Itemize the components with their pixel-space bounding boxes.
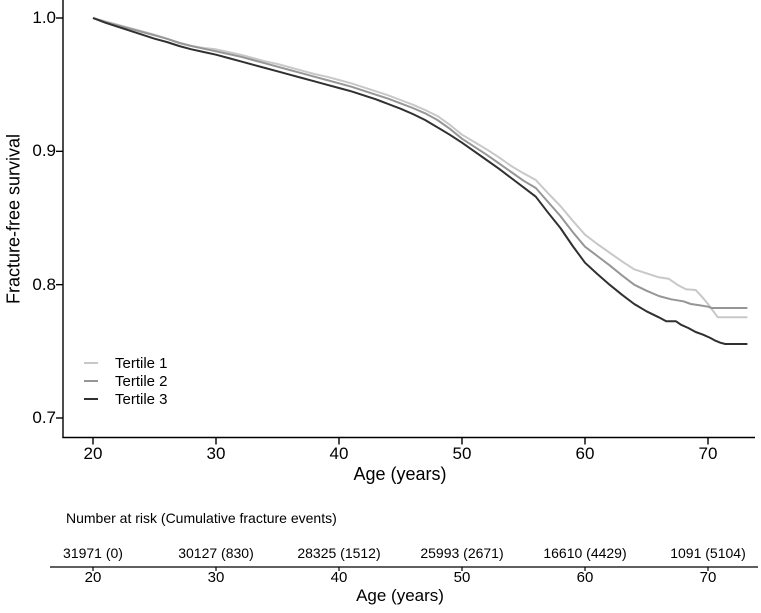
risk-tick-label: 20 xyxy=(84,569,102,586)
survival-curve-tertile-2 xyxy=(92,17,748,309)
risk-table-heading: Number at risk (Cumulative fracture even… xyxy=(66,510,337,526)
risk-value: 28325 (1512) xyxy=(297,545,381,561)
survival-curve-tertile-1 xyxy=(92,17,748,319)
x-tick-label: 50 xyxy=(452,444,472,463)
risk-tick-label: 50 xyxy=(453,569,471,586)
x-tick-label: 30 xyxy=(206,444,226,463)
legend-item: Tertile 2 xyxy=(84,372,168,390)
x-tick-label: 70 xyxy=(698,444,718,463)
legend-label: Tertile 3 xyxy=(115,390,168,408)
y-tick-label: 0.8 xyxy=(32,274,56,294)
y-tick-label: 1.0 xyxy=(32,8,56,27)
risk-x-axis-title: Age (years) xyxy=(356,586,444,605)
risk-value: 31971 (0) xyxy=(63,545,123,561)
y-axis-title: Fracture-free survival xyxy=(3,133,24,305)
x-tick-label: 60 xyxy=(575,444,595,463)
survival-curve-tertile-3 xyxy=(92,17,748,345)
risk-value: 30127 (830) xyxy=(178,545,254,561)
legend-line-swatch xyxy=(84,362,98,364)
risk-tick-label: 40 xyxy=(330,569,348,586)
risk-tick-label: 70 xyxy=(699,569,717,586)
x-tick-label: 40 xyxy=(329,444,349,463)
legend-label: Tertile 2 xyxy=(115,372,168,390)
x-axis-title: Age (years) xyxy=(353,464,447,484)
risk-value: 1091 (5104) xyxy=(670,545,746,561)
risk-tick-label: 60 xyxy=(576,569,594,586)
risk-value: 25993 (2671) xyxy=(420,545,504,561)
risk-value: 16610 (4429) xyxy=(543,545,627,561)
legend-item: Tertile 1 xyxy=(84,354,168,372)
legend: Tertile 1 Tertile 2 Tertile 3 xyxy=(84,354,168,408)
legend-item: Tertile 3 xyxy=(84,390,168,408)
y-tick-label: 0.9 xyxy=(32,141,56,161)
legend-line-swatch xyxy=(84,398,98,400)
y-tick-label: 0.7 xyxy=(32,407,56,427)
x-tick-label: 20 xyxy=(83,444,103,463)
legend-label: Tertile 1 xyxy=(115,354,168,372)
legend-line-swatch xyxy=(84,380,98,382)
risk-tick-label: 30 xyxy=(207,569,225,586)
